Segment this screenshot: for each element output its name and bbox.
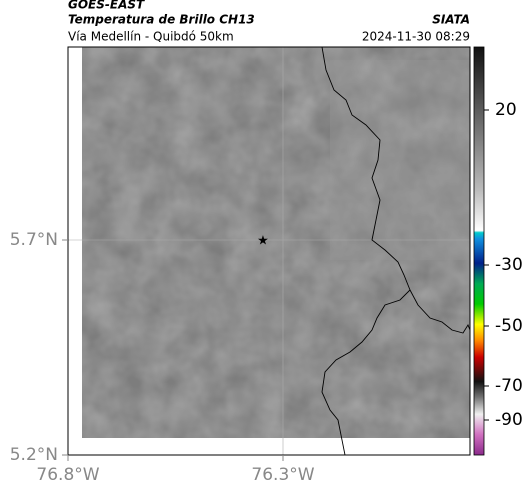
route: Vía Medellín - Quibdó 50km: [68, 30, 234, 44]
timestamp: 2024-11-30 08:29: [362, 30, 470, 44]
colorbar-label: -70: [495, 376, 523, 396]
colorbar-label: 20: [495, 100, 517, 120]
lat-label: 5.7°N: [10, 230, 58, 250]
brightness-texture: [82, 47, 470, 438]
boundary: [409, 289, 470, 334]
map-frame: [67, 46, 471, 456]
colorbar-label: -90: [495, 410, 523, 430]
colorbar-label: -30: [495, 255, 523, 275]
colorbar: [473, 46, 485, 456]
location-marker: ★: [257, 234, 269, 249]
lon-label: 76.3°W: [251, 465, 314, 485]
source: SIATA: [432, 13, 470, 27]
boundary: [321, 47, 411, 455]
lat-label: 5.2°N: [10, 445, 58, 465]
map-area: ★: [68, 47, 470, 455]
lon-label: 76.8°W: [36, 465, 99, 485]
product: Temperatura de Brillo CH13: [68, 13, 255, 27]
colorbar-label: -50: [495, 316, 523, 336]
satellite: GOES-EAST: [68, 0, 145, 12]
